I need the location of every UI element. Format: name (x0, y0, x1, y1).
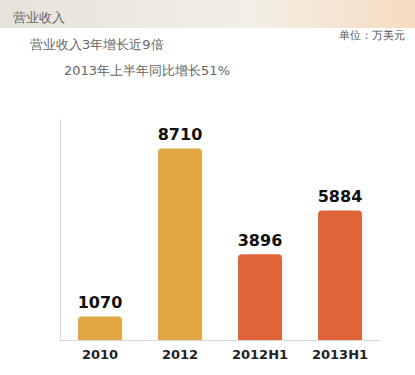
svg-text:2013H1: 2013H1 (312, 347, 368, 362)
svg-text:2013年上半年同比增长51%: 2013年上半年同比增长51% (64, 63, 230, 78)
svg-text:5884: 5884 (318, 187, 363, 206)
svg-text:3896: 3896 (238, 231, 283, 250)
svg-text:8710: 8710 (158, 125, 203, 144)
svg-text:营业收入: 营业收入 (13, 10, 65, 25)
svg-text:2012H1: 2012H1 (232, 347, 288, 362)
svg-text:单位：万美元: 单位：万美元 (339, 29, 405, 42)
svg-text:2010: 2010 (82, 347, 118, 362)
svg-text:1070: 1070 (78, 293, 123, 312)
svg-text:营业收入3年增长近9倍: 营业收入3年增长近9倍 (30, 37, 164, 52)
svg-text:2012: 2012 (162, 347, 198, 362)
